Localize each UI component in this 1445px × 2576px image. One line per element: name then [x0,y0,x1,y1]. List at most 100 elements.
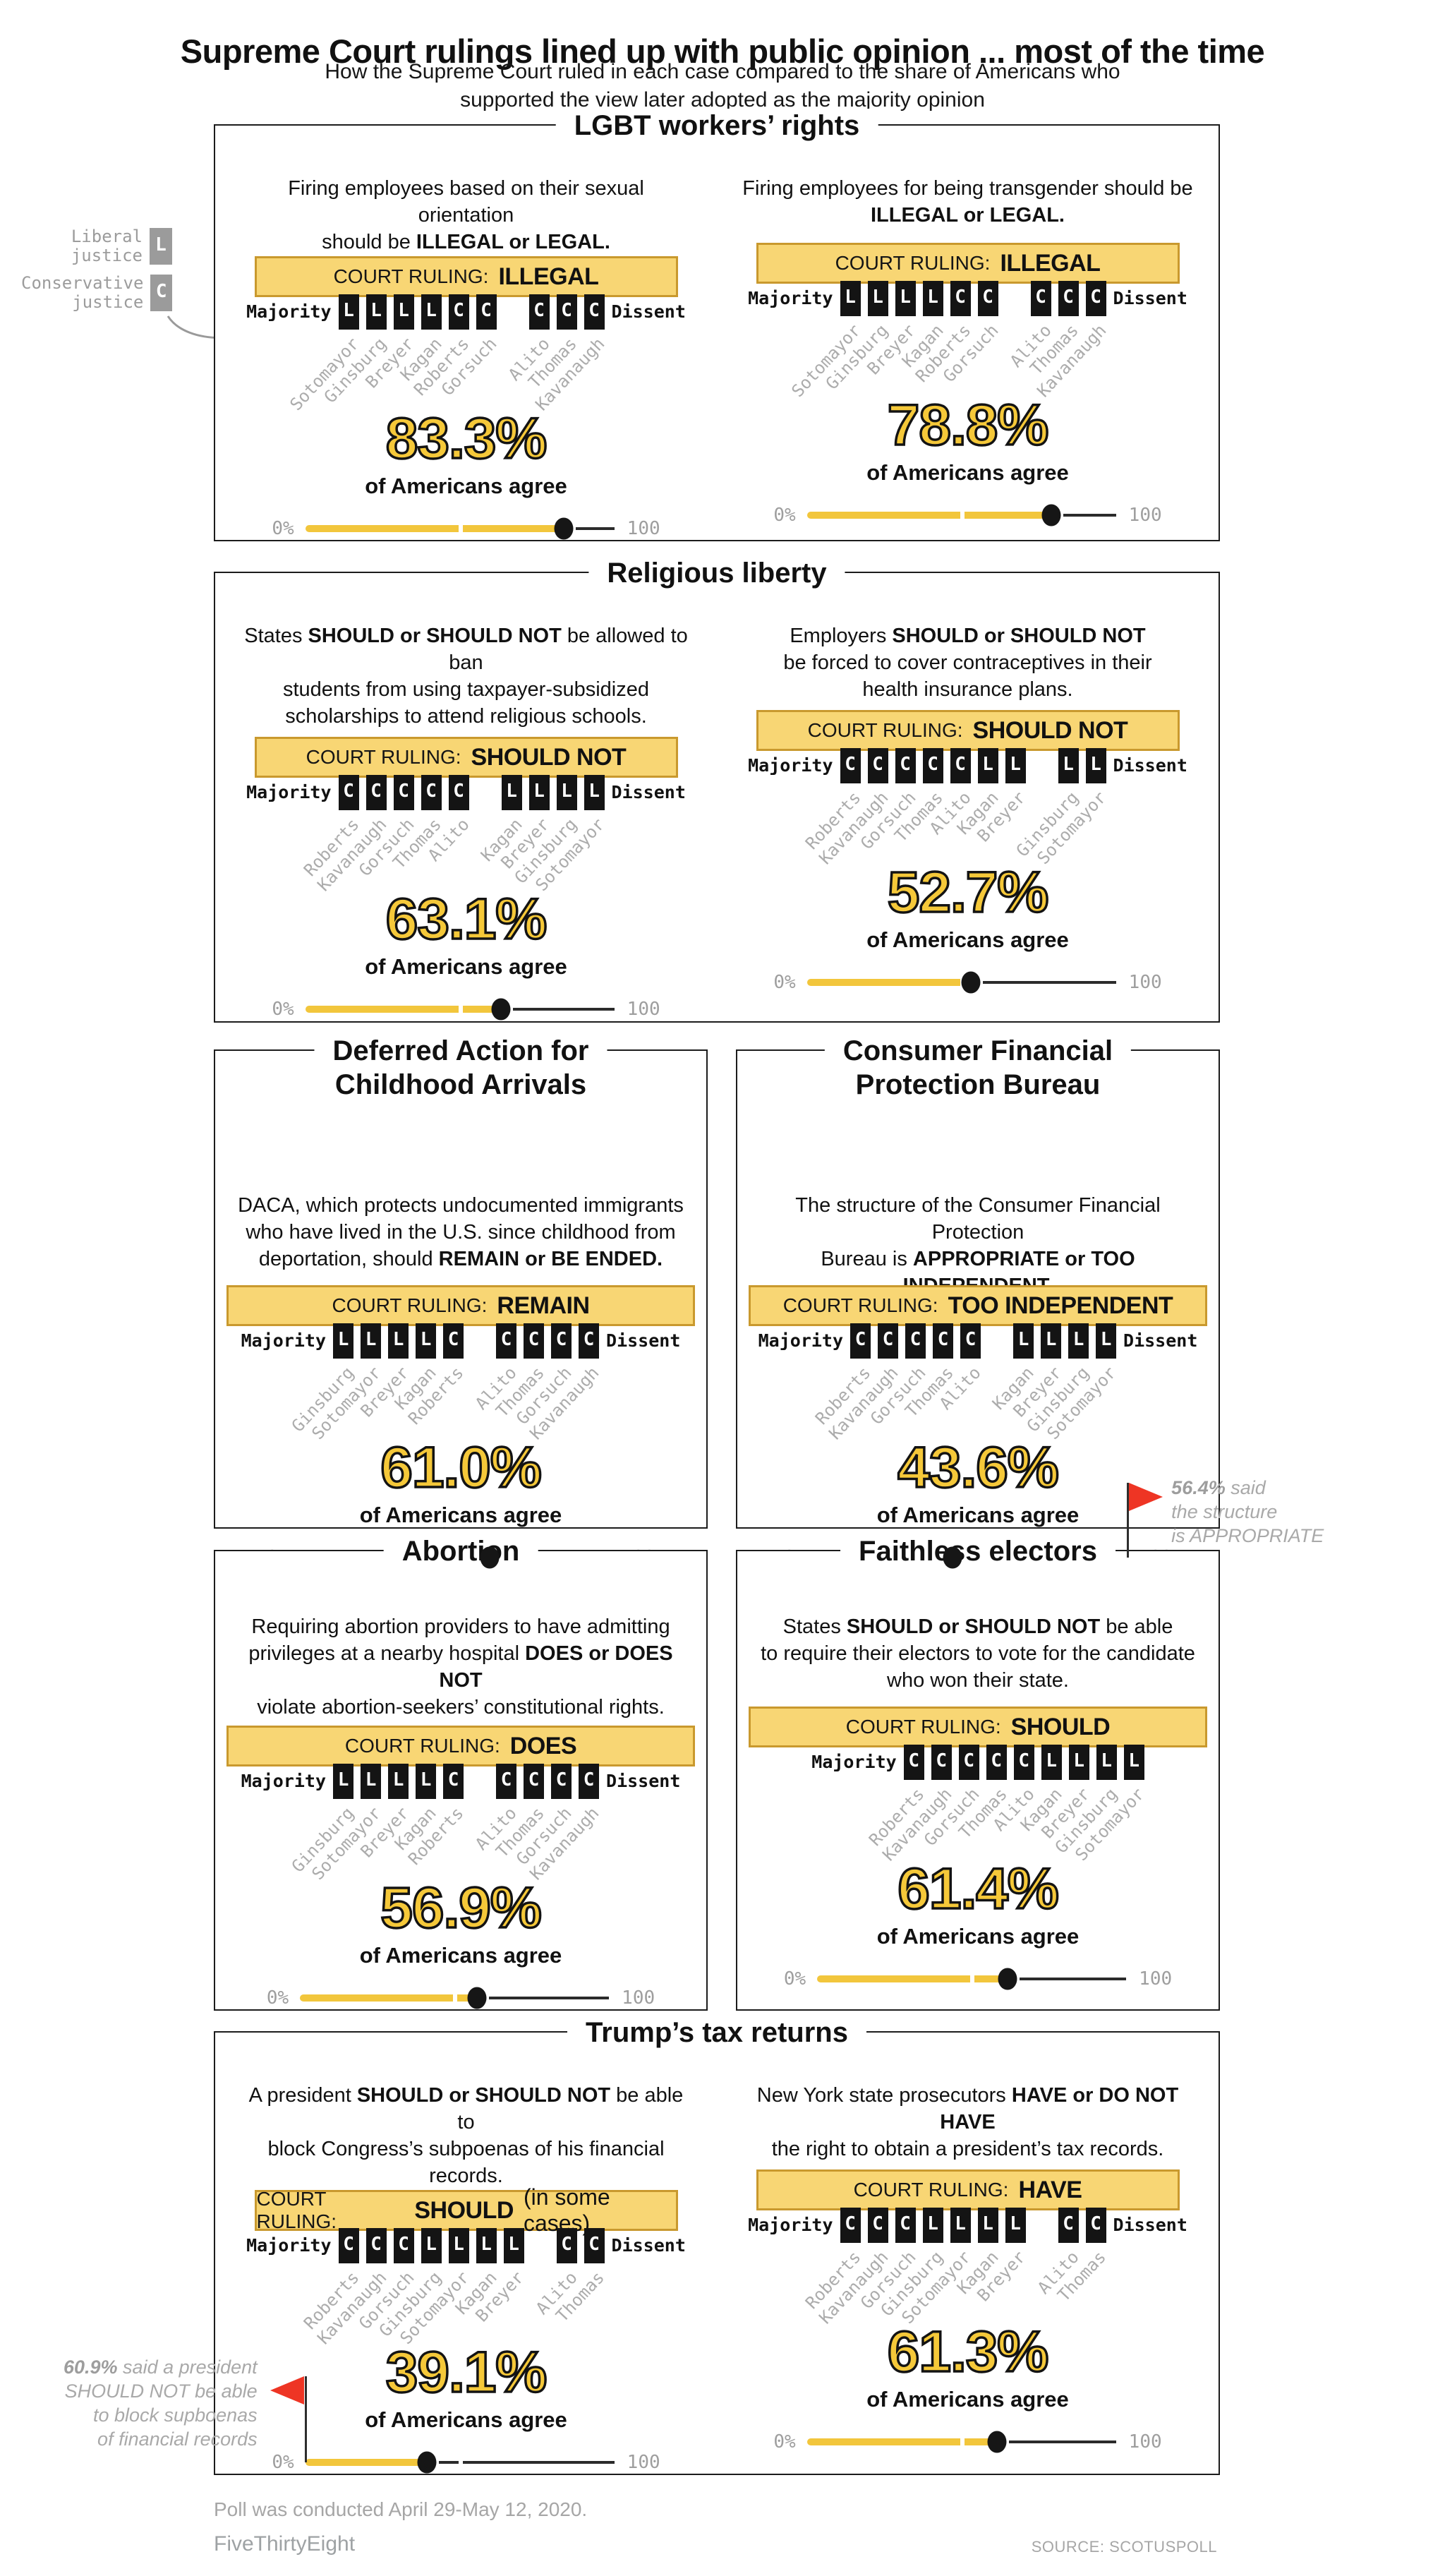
justice-box: C [1030,281,1051,316]
justice-box: C [895,2208,916,2243]
justice-box: C [922,748,943,783]
justice-box: C [338,775,359,810]
justice-box: C [584,294,605,330]
justice-box: C [958,1745,979,1780]
dissent-group: C Alito C Thomas C Kavanaugh [1006,281,1111,401]
justice: C Gorsuch [355,2228,418,2333]
panel-cases: The structure of the Consumer Financial … [737,1051,1324,1569]
conservative-justice-swatch: C [150,275,172,311]
panel-title: Abortion [383,1534,538,1568]
legend-label: Liberal justice [71,227,143,265]
panel: LGBT workers’ rights Firing employees bas… [214,109,1220,541]
flag-pole [304,2376,307,2462]
justice-box: L [1096,1745,1117,1780]
panel-title: LGBT workers’ rights [555,109,878,143]
justice: L Kagan [898,281,948,371]
midpoint-tick [453,1992,458,2004]
slider-dot [491,998,511,1021]
case-question: The structure of the Consumer Financial … [749,1192,1207,1297]
justice-vote-row: Majority C Roberts C Kavanaugh C Gorsuch C Thoma… [748,748,1187,868]
ruling-value: DOES [509,1732,577,1759]
justice-box: L [528,775,550,810]
justice: L Breyer [356,1764,413,1862]
justice-vote-row: Majority C Roberts C Kavanaugh C Gorsuch C Thoma… [246,775,686,895]
slider-track [300,1987,610,2009]
justice-box: C [556,2228,577,2263]
justice-box: C [905,1323,926,1359]
case: Requiring abortion providers to have adm… [215,1551,706,2009]
justice-box: C [1058,281,1079,316]
court-ruling-banner: COURT RULING: SHOULD (in some cases) [254,2184,678,2236]
dissent-label: Dissent [611,301,686,322]
midpoint-tick [960,2436,965,2448]
question-segment: REMAIN or BE ENDED. [438,1248,663,1270]
dissent-label: Dissent [611,2235,686,2256]
justice: C Thomas [525,294,581,392]
slider-min-label: 0% [773,2431,796,2452]
percent-caption: of Americans agree [876,1503,1080,1527]
justice: C Thomas [955,1745,1011,1843]
majority-label: Majority [241,1771,327,1791]
percent-value: 61.4% [896,1857,1060,1921]
panel-title: Faithless electors [840,1534,1116,1568]
slider-remainder [982,981,1116,984]
justice-box: C [840,2208,861,2243]
percent-value: 61.0% [379,1436,543,1500]
question-segment: violate abortion-seekers’ constitutional… [257,1696,665,1719]
question-segment: ILLEGAL or LEGAL. [416,231,610,253]
case-question: Employers SHOULD or SHOULD NOT be forced… [783,622,1151,703]
justice-box: C [579,1764,600,1799]
question-segment: States [244,625,308,647]
question-segment: HAVE or DO NOT HAVE [940,2084,1179,2133]
justice-box: C [977,281,998,316]
justice: C Alito [1034,2208,1083,2298]
flag-note: 60.9% said a president SHOULD NOT be abl… [0,2355,258,2451]
slider-dot [943,1546,962,1569]
justice-box: L [867,281,888,316]
panel: Consumer Financial Protection Bureau The … [736,1034,1324,1569]
panel-cases: Requiring abortion providers to have adm… [215,1551,706,2009]
slider-track [817,1968,1127,1990]
case-question: DACA, which protects undocumented immigr… [238,1192,684,1278]
slider-dot [467,1987,487,2009]
court-ruling-banner: COURT RULING: HAVE [756,2169,1180,2210]
flag-note-rest: said the structure is APPROPRIATE [1171,1477,1324,1546]
court-ruling-banner: COURT RULING: SHOULD NOT [756,710,1180,751]
justice-box: L [1041,1745,1062,1780]
justice-box: C [524,1323,545,1359]
dissent-label: Dissent [606,1330,681,1351]
justice: L Kagan [953,748,1003,838]
ruling-value: TOO INDEPENDENT [948,1292,1173,1319]
question-segment: SHOULD or SHOULD NOT [308,625,562,647]
question-segment: be forced to cover contraceptives in the… [783,651,1152,701]
dissent-group: L Kagan L Breyer L Ginsburg L Sotomayor [988,1323,1120,1443]
justice-box: C [950,281,971,316]
justice: C Kavanaugh [531,294,609,414]
majority-label: Majority [246,782,332,802]
percent-caption: of Americans agree [866,927,1069,952]
justice-box: C [524,1764,545,1799]
justice: C Alito [532,2228,581,2318]
opinion-slider: 0% 100 [773,504,1162,526]
justice: L Ginsburg [288,1764,358,1877]
slider-min-label: 0% [272,518,294,539]
court-ruling-banner: COURT RULING: TOO INDEPENDENT [749,1285,1207,1326]
percent-caption: of Americans agree [365,474,567,498]
justice: C Alito [989,1745,1039,1835]
panel-title: Deferred Action for Childhood Arrivals [314,1034,607,1102]
justice-box: C [579,1323,600,1359]
case: States SHOULD or SHOULD NOT be able to r… [737,1551,1219,2009]
case: States SHOULD or SHOULD NOT be allowed t… [215,573,717,1021]
majority-label: Majority [241,1330,327,1351]
justice-box: C [365,775,387,810]
justice: C Thomas [389,775,446,873]
percent-value: 78.8% [886,393,1050,457]
justice-box: C [338,2228,359,2263]
justice-box: L [1005,748,1026,783]
ruling-value: HAVE [1018,2176,1082,2203]
justice: C Gorsuch [437,294,501,399]
question-segment: A president [248,2084,357,2107]
justice: L Breyer [1037,1745,1094,1843]
justice-box: L [393,294,414,330]
majority-group: L Ginsburg L Sotomayor L Breyer L Kagan C Roberts [288,1323,468,1443]
